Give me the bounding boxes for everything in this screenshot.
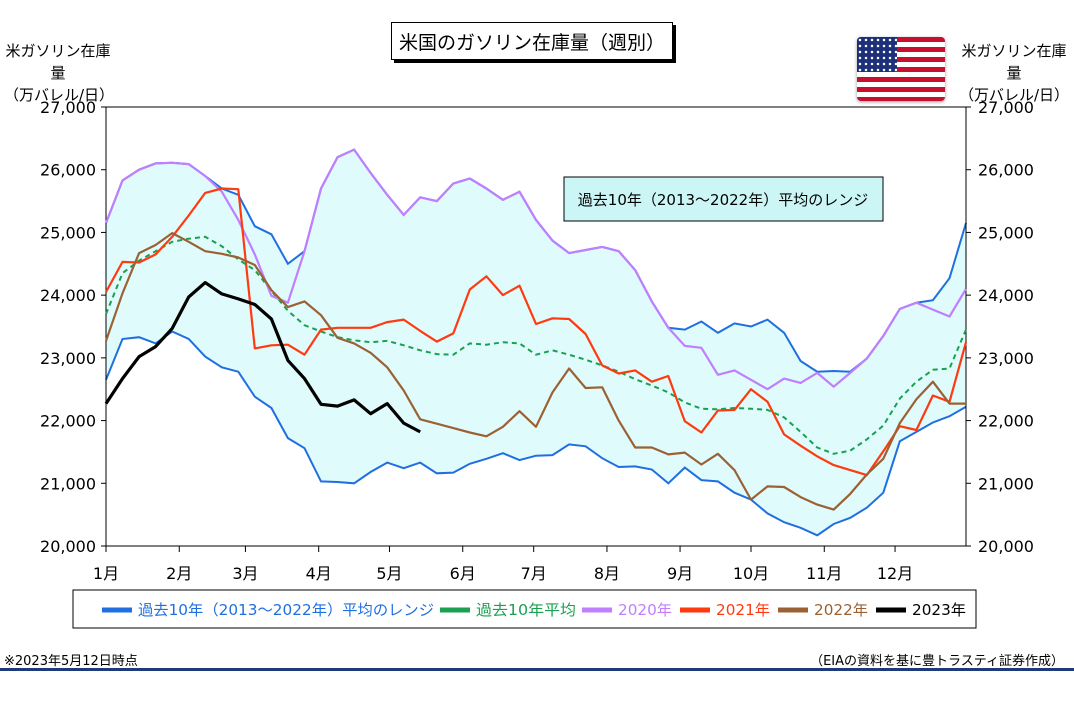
x-tick-label: 7月 [521, 564, 547, 583]
x-tick-label: 8月 [594, 564, 620, 583]
legend-item-2020-label: 2020年 [618, 601, 672, 619]
legend-item-range-label: 過去10年（2013～2022年）平均のレンジ [138, 601, 434, 619]
y-tick-label-left: 24,000 [40, 286, 96, 305]
y-tick-label-right: 20,000 [978, 537, 1034, 556]
plot-frame [105, 106, 967, 547]
chart-title: 米国のガソリン在庫量（週別） [391, 22, 673, 60]
legend-box [72, 589, 977, 629]
y-tick-label-left: 26,000 [40, 161, 96, 180]
x-tick-label: 10月 [733, 564, 769, 583]
x-tick-label: 9月 [667, 564, 693, 583]
footnote-source: （EIAの資料を基に豊トラスティ証券作成） [810, 654, 1064, 669]
series-line-2022 [104, 232, 966, 511]
legend-item-average-label: 過去10年平均 [476, 601, 576, 619]
right-axis-title-line-2: （万バレル/日） [958, 86, 1070, 104]
left-axis-title-line-1: 米ガソリン在庫量 [5, 42, 111, 82]
legend-item-2022-label: 2022年 [814, 601, 868, 619]
right-axis-title-line-1: 米ガソリン在庫量 [961, 42, 1067, 82]
left-axis-title: 米ガソリン在庫量 （万バレル/日） [4, 40, 115, 106]
legend-item-2023-label: 2023年 [912, 601, 966, 619]
x-tick-label: 2月 [166, 564, 192, 583]
range-annotation-label: 過去10年（2013～2022年）平均のレンジ [578, 191, 868, 209]
footnote-left: ※2023年5月12日時点 [4, 654, 138, 669]
right-axis-title: 米ガソリン在庫量 （万バレル/日） [958, 40, 1070, 106]
y-tick-label-right: 21,000 [978, 474, 1034, 493]
x-tick-label: 11月 [806, 564, 842, 583]
y-tick-label-left: 21,000 [40, 474, 96, 493]
y-tick-label-left: 27,000 [40, 98, 96, 117]
x-tick-label: 3月 [232, 564, 258, 583]
range-band-area [106, 149, 966, 536]
us-flag-icon [857, 37, 945, 101]
y-tick-label-left: 22,000 [40, 412, 96, 431]
x-tick-label: 4月 [306, 564, 332, 583]
y-tick-label-right: 27,000 [978, 98, 1034, 117]
y-tick-label-left: 20,000 [40, 537, 96, 556]
legend-item-2021-label: 2021年 [716, 601, 770, 619]
y-tick-label-right: 25,000 [978, 223, 1034, 242]
series-line-2023 [104, 281, 421, 434]
range-min-line [105, 330, 967, 537]
left-axis-title-line-2: （万バレル/日） [4, 86, 115, 104]
footer-divider [0, 668, 1074, 671]
x-tick-label: 1月 [93, 564, 119, 583]
y-tick-label-right: 26,000 [978, 161, 1034, 180]
x-tick-label: 12月 [877, 564, 913, 583]
y-tick-label-right: 23,000 [978, 349, 1034, 368]
y-tick-label-right: 24,000 [978, 286, 1034, 305]
series-line-2020 [104, 148, 967, 391]
range-annotation-box [563, 176, 884, 222]
series-line-2021 [105, 187, 968, 477]
y-tick-label-right: 22,000 [978, 412, 1034, 431]
x-tick-label: 6月 [450, 564, 476, 583]
series-line-average [105, 235, 967, 455]
y-tick-label-left: 23,000 [40, 349, 96, 368]
y-tick-label-left: 25,000 [40, 223, 96, 242]
x-tick-label: 5月 [376, 564, 402, 583]
